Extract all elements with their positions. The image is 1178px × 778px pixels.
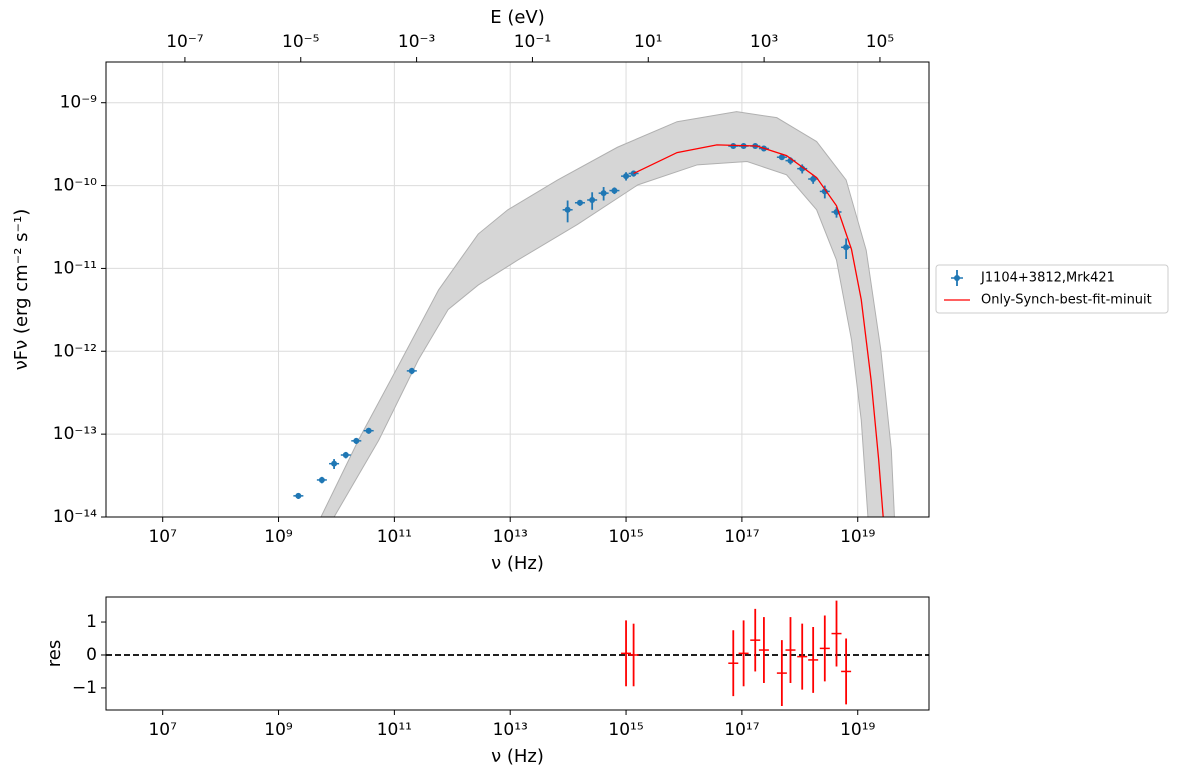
x-tick-label: 10¹⁵ — [608, 527, 643, 547]
data-point — [564, 206, 571, 213]
x-axis-label: ν (Hz) — [491, 553, 544, 574]
x-tick-label: 10¹⁵ — [608, 720, 643, 740]
data-point — [600, 190, 607, 197]
data-point — [295, 492, 302, 499]
data-point — [623, 173, 630, 180]
x-tick-label: 10⁷ — [148, 527, 177, 547]
y-tick-label: 10⁻¹² — [53, 341, 97, 361]
legend-label: Only-Synch-best-fit-minuit — [981, 293, 1152, 308]
model-line — [633, 144, 884, 517]
data-point — [331, 460, 338, 467]
data-point — [342, 452, 349, 459]
data-point — [843, 244, 850, 251]
data-point — [611, 187, 618, 194]
x-tick-label: 10¹³ — [493, 720, 528, 740]
x2-tick-label: 10¹ — [634, 32, 662, 52]
x2-tick-label: 10⁻⁷ — [166, 32, 204, 52]
axes-frame — [105, 61, 930, 518]
plot-panel — [106, 600, 929, 707]
x2-tick-label: 10⁵ — [866, 32, 894, 52]
data-point — [365, 427, 372, 434]
x-tick-label: 10⁷ — [148, 720, 177, 740]
plot-panel — [106, 62, 929, 517]
x-tick-label: 10⁹ — [264, 720, 293, 740]
x-tick-label: 10⁹ — [264, 527, 293, 547]
x2-axis-label: E (eV) — [490, 7, 545, 28]
data-point — [408, 367, 415, 374]
data-point — [589, 196, 596, 203]
y-tick-label: 1 — [86, 612, 97, 632]
y-tick-label: 10⁻⁹ — [60, 93, 98, 113]
x2-tick-label: 10³ — [750, 32, 778, 52]
data-point — [778, 154, 785, 161]
x2-tick-label: 10⁻³ — [398, 32, 435, 52]
x-tick-label: 10¹⁹ — [840, 720, 875, 740]
data-point — [353, 437, 360, 444]
y-tick-label: 10⁻¹¹ — [53, 258, 97, 278]
y-tick-label: 10⁻¹⁰ — [53, 176, 97, 196]
legend: J1104+3812,Mrk421 Only-Synch-best-fit-min… — [935, 264, 1169, 314]
y-tick-label: 0 — [86, 645, 97, 665]
data-point — [810, 176, 817, 183]
legend-marker — [954, 275, 960, 281]
data-point — [799, 165, 806, 172]
data-point — [821, 188, 828, 195]
data-point — [730, 143, 737, 150]
y-tick-label: −1 — [72, 678, 97, 698]
x-tick-label: 10¹⁷ — [724, 720, 759, 740]
plot-area — [106, 600, 929, 707]
data-point — [576, 199, 583, 206]
legend-label: J1104+3812,Mrk421 — [980, 271, 1115, 286]
y-tick-label: 10⁻¹⁴ — [53, 507, 97, 527]
x-axis-label: ν (Hz) — [491, 746, 544, 767]
plot-area — [106, 62, 929, 517]
x-tick-label: 10¹⁹ — [840, 527, 875, 547]
x-tick-label: 10¹¹ — [377, 720, 412, 740]
y-axis-label: res — [44, 640, 65, 667]
confidence-band — [320, 111, 895, 517]
y-tick-label: 10⁻¹³ — [53, 424, 97, 444]
legend-box — [935, 264, 1169, 314]
x-tick-label: 10¹⁷ — [724, 527, 759, 547]
x-tick-label: 10¹³ — [493, 527, 528, 547]
x-tick-label: 10¹¹ — [377, 527, 412, 547]
x2-tick-label: 10⁻⁵ — [282, 32, 319, 52]
x2-tick-label: 10⁻¹ — [514, 32, 551, 52]
data-point — [318, 476, 325, 483]
axes-frame — [105, 596, 930, 711]
y-axis-label: νFν (erg cm⁻² s⁻¹) — [11, 209, 32, 371]
